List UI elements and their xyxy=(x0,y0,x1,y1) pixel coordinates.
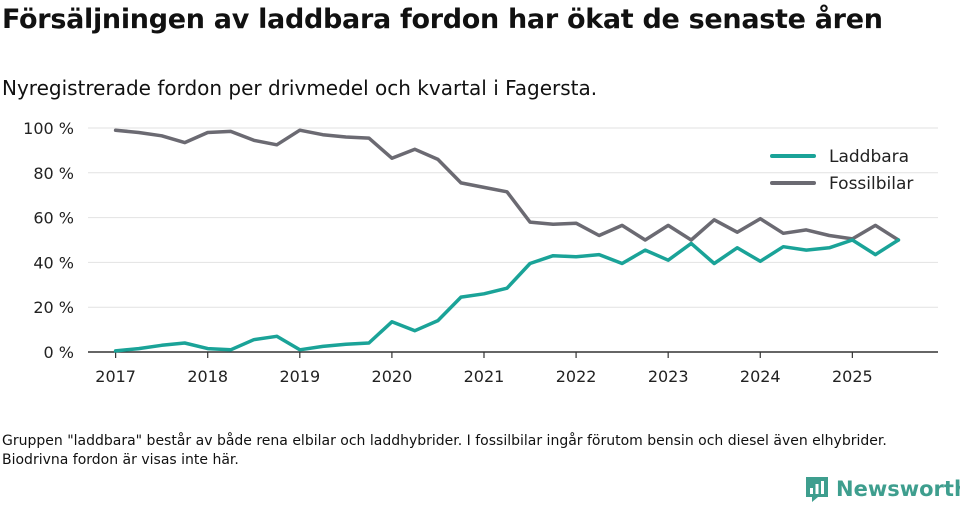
x-tick-label: 2022 xyxy=(556,367,597,386)
series-line-fossilbilar xyxy=(113,128,901,242)
y-tick-label: 0 % xyxy=(44,343,74,362)
y-tick-label: 60 % xyxy=(33,209,74,228)
brand-name: Newsworthy xyxy=(836,477,960,501)
x-tick-label: 2019 xyxy=(279,367,320,386)
x-tick-label: 2024 xyxy=(740,367,781,386)
series-line-laddbara xyxy=(113,238,901,353)
footnote: Gruppen "laddbara" består av både rena e… xyxy=(2,433,887,468)
x-tick-label: 2023 xyxy=(648,367,689,386)
legend-label-fossilbilar: Fossilbilar xyxy=(829,174,913,194)
newsworthy-logo-icon xyxy=(806,477,828,502)
y-tick-label: 100 % xyxy=(23,119,74,138)
x-tick-label: 2025 xyxy=(832,367,873,386)
chart-subtitle: Nyregistrerade fordon per drivmedel och … xyxy=(2,76,598,100)
x-tick-label: 2020 xyxy=(372,367,413,386)
x-tick-label: 2021 xyxy=(464,367,505,386)
legend-label-laddbara: Laddbara xyxy=(829,147,909,167)
line-chart: 0 % 20 % 40 % 60 % 80 % 100 % 2017 2018 2019 2020… xyxy=(23,119,938,386)
y-tick-label: 80 % xyxy=(33,164,74,183)
x-tick-label: 2018 xyxy=(187,367,228,386)
chart-title: Försäljningen av laddbara fordon har öka… xyxy=(2,4,883,35)
y-tick-label: 40 % xyxy=(33,253,74,272)
x-tick-label: 2017 xyxy=(95,367,136,386)
brand[interactable]: Newsworthy xyxy=(804,475,960,503)
y-tick-label: 20 % xyxy=(33,298,74,317)
